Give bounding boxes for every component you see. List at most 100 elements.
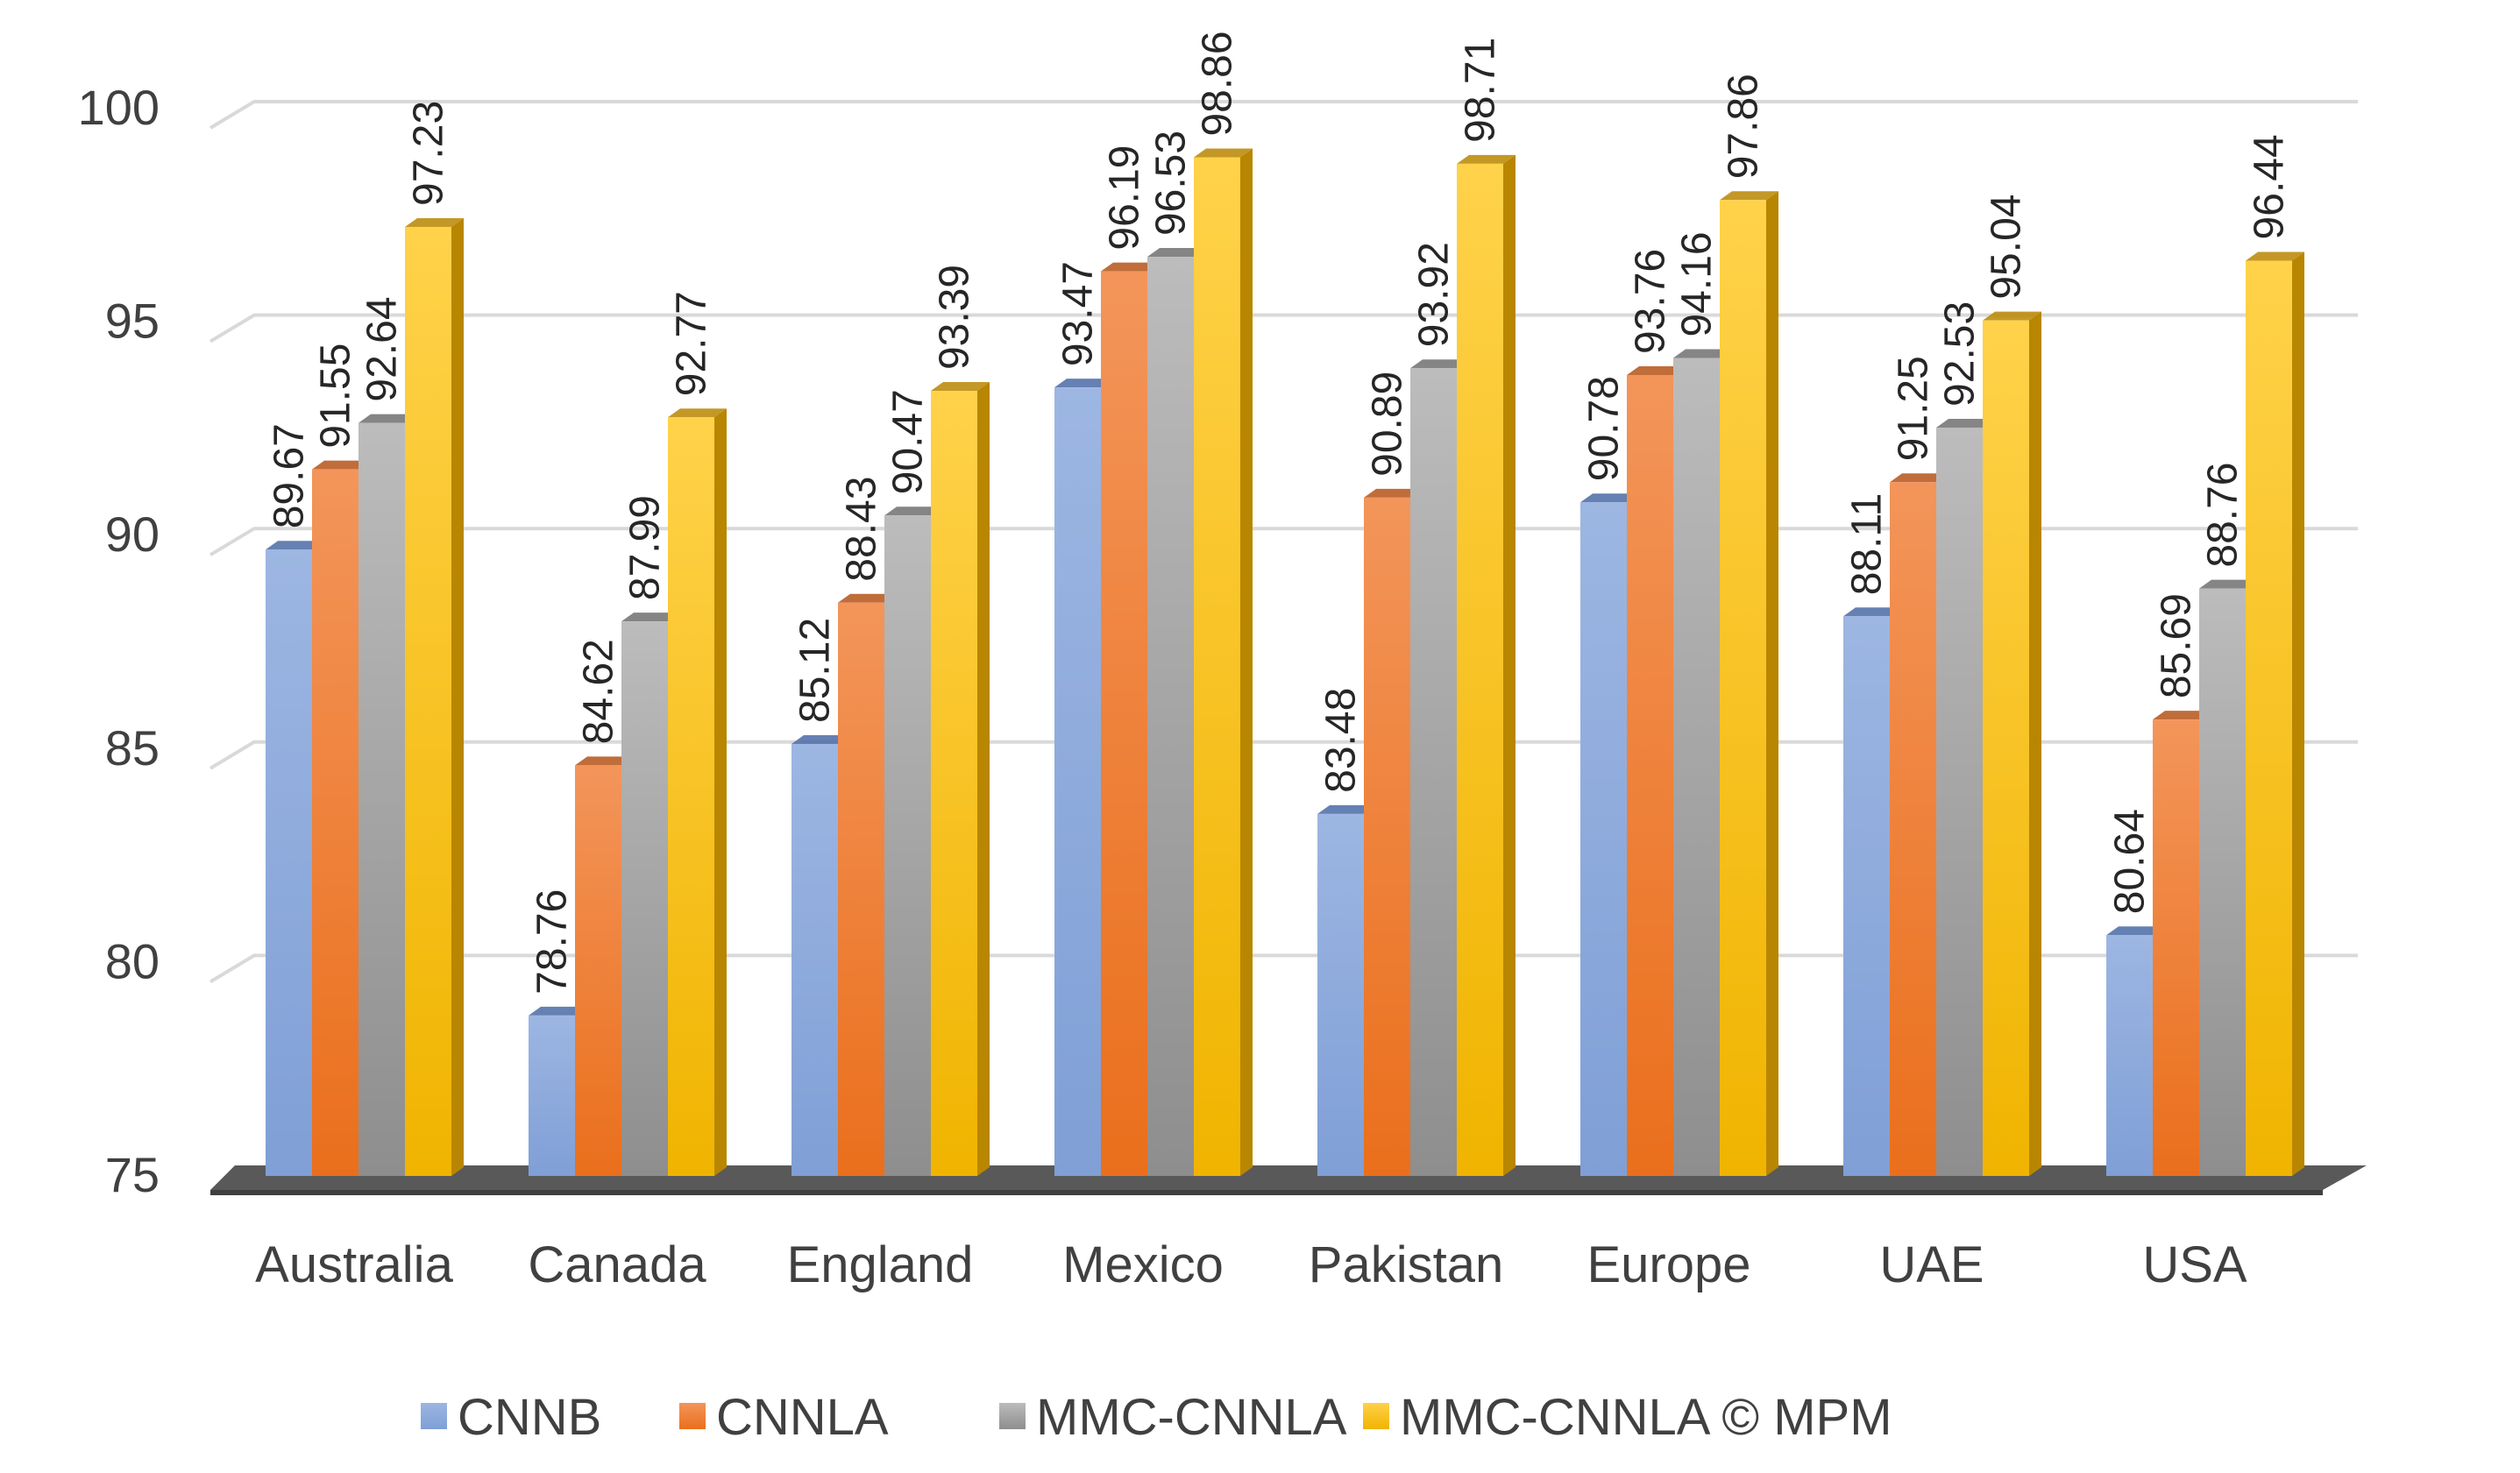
y-tick-label: 75 bbox=[105, 1147, 160, 1202]
x-tick-label: USA bbox=[2142, 1236, 2247, 1293]
data-label: 92.53 bbox=[1937, 301, 1984, 407]
bar-front bbox=[2106, 935, 2153, 1176]
bar-front bbox=[1936, 427, 1983, 1177]
bar bbox=[668, 408, 727, 1176]
data-label: 97.23 bbox=[406, 101, 452, 206]
legend-label: MMC-CNNLA bbox=[1036, 1389, 1347, 1446]
bar-front bbox=[1627, 375, 1673, 1176]
floor-front bbox=[210, 1190, 2323, 1195]
data-label: 85.12 bbox=[792, 618, 839, 723]
data-label: 93.92 bbox=[1411, 242, 1458, 347]
data-label: 80.64 bbox=[2107, 809, 2154, 914]
data-label: 87.99 bbox=[622, 495, 669, 600]
bar-front bbox=[2153, 719, 2199, 1176]
bar-top bbox=[575, 756, 634, 766]
bar-top bbox=[621, 613, 680, 622]
bar-top bbox=[358, 414, 417, 423]
bar bbox=[1720, 191, 1778, 1177]
legend-item: CNNB bbox=[421, 1389, 601, 1446]
bar-side bbox=[977, 382, 990, 1177]
bar-top bbox=[1194, 148, 1253, 158]
bar-front bbox=[1580, 502, 1627, 1176]
legend-swatch bbox=[421, 1403, 447, 1429]
bar-top bbox=[1580, 493, 1639, 503]
x-tick-label: Australia bbox=[255, 1236, 453, 1293]
gridline bbox=[209, 313, 2358, 343]
bar-front bbox=[1410, 368, 1457, 1176]
x-tick-label: England bbox=[787, 1236, 974, 1293]
bar bbox=[1457, 154, 1516, 1177]
data-label: 83.48 bbox=[1318, 688, 1365, 793]
y-tick-label: 90 bbox=[105, 506, 160, 562]
bar-top bbox=[884, 506, 943, 516]
bar-top bbox=[1054, 379, 1113, 388]
legend-item: MMC-CNNLA bbox=[999, 1389, 1347, 1446]
x-tick-label: Mexico bbox=[1062, 1236, 1224, 1293]
data-label: 88.76 bbox=[2200, 462, 2247, 567]
bar-side bbox=[2029, 311, 2041, 1176]
bar-top bbox=[2246, 251, 2304, 261]
data-label: 96.53 bbox=[1148, 131, 1195, 236]
bar bbox=[1194, 148, 1253, 1177]
legend: CNNB CNNLA MMC-CNNLA MMC-CNNLA © MPM bbox=[421, 1389, 1892, 1446]
data-label: 88.11 bbox=[1844, 493, 1891, 596]
bar-front bbox=[1843, 616, 1890, 1176]
x-axis: Australia Canada England Mexico Pakistan Euro… bbox=[255, 1236, 2247, 1293]
legend-label: CNNB bbox=[458, 1389, 601, 1446]
legend-swatch bbox=[999, 1403, 1026, 1429]
bar-front bbox=[1720, 200, 1766, 1177]
bar-front bbox=[1457, 163, 1503, 1177]
bar bbox=[931, 382, 990, 1177]
bar-top bbox=[1843, 607, 1902, 617]
bar-top bbox=[405, 217, 464, 227]
legend-swatch bbox=[679, 1403, 706, 1429]
data-label: 85.69 bbox=[2154, 593, 2200, 698]
bar-front bbox=[1054, 387, 1101, 1176]
bar-top bbox=[2153, 711, 2211, 720]
bar-front bbox=[668, 417, 714, 1176]
y-tick-label: 85 bbox=[105, 720, 160, 775]
y-axis: 75 80 85 90 95 100 bbox=[78, 80, 160, 1202]
data-label: 90.47 bbox=[885, 389, 932, 494]
data-label: 88.43 bbox=[839, 477, 885, 582]
bar-front bbox=[529, 1015, 575, 1176]
bar-front bbox=[1364, 497, 1410, 1176]
legend-item: CNNLA bbox=[679, 1389, 889, 1446]
bar-top bbox=[1720, 191, 1778, 201]
bar-front bbox=[791, 743, 838, 1176]
data-label: 95.04 bbox=[1984, 195, 2030, 300]
bar-top bbox=[2199, 579, 2258, 589]
x-tick-label: Pakistan bbox=[1309, 1236, 1503, 1293]
chart-floor bbox=[210, 1165, 2367, 1195]
data-label: 93.76 bbox=[1628, 249, 1674, 354]
floor-top bbox=[210, 1165, 2367, 1190]
bar-front bbox=[931, 391, 977, 1177]
bar-front bbox=[312, 469, 358, 1176]
bar-side bbox=[714, 408, 727, 1176]
bar-front bbox=[1890, 482, 1936, 1176]
bar-side bbox=[1240, 148, 1253, 1177]
bar-top bbox=[1101, 262, 1160, 272]
bar-top bbox=[1983, 311, 2041, 321]
bars bbox=[266, 148, 2304, 1177]
bar-front bbox=[358, 422, 405, 1176]
bar-front bbox=[2246, 260, 2292, 1176]
bar-top bbox=[529, 1006, 587, 1016]
bar-front bbox=[2199, 588, 2246, 1176]
bar-front bbox=[1983, 320, 2029, 1176]
bar-top bbox=[1410, 359, 1469, 369]
bar-top bbox=[266, 541, 324, 550]
bar-front bbox=[838, 602, 884, 1176]
bar bbox=[1983, 311, 2041, 1176]
x-tick-label: Canada bbox=[528, 1236, 706, 1293]
bar-side bbox=[1503, 154, 1516, 1177]
x-tick-label: Europe bbox=[1587, 1236, 1750, 1293]
data-label: 78.76 bbox=[529, 889, 576, 995]
data-label: 96.44 bbox=[2247, 134, 2293, 239]
data-label: 92.77 bbox=[669, 291, 715, 396]
data-label: 96.19 bbox=[1102, 145, 1148, 250]
bar-top bbox=[1147, 248, 1206, 258]
bar-top bbox=[1673, 349, 1732, 358]
